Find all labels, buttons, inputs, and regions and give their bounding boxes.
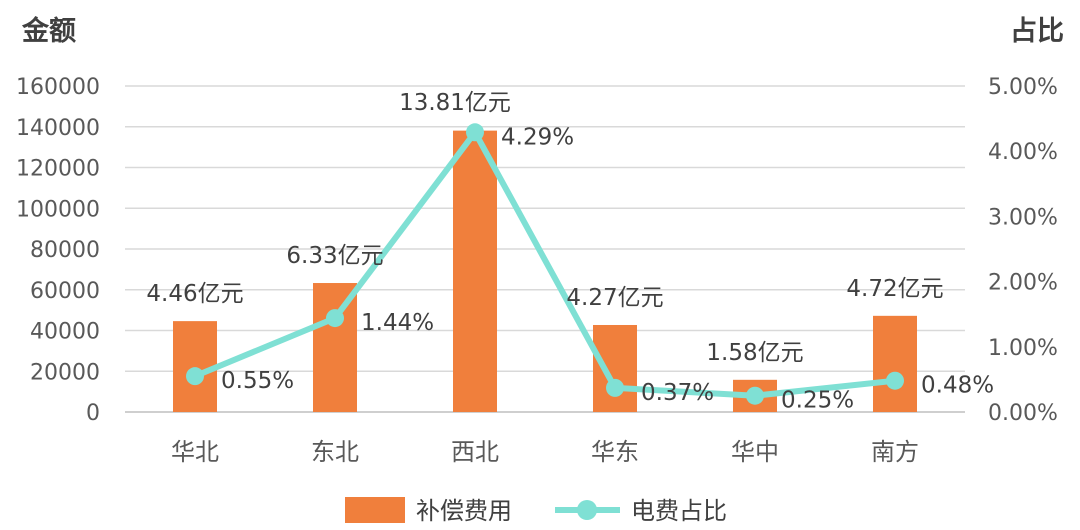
y-right-tick-label: 3.00%: [988, 205, 1058, 230]
gridlines: [125, 85, 965, 413]
legend-bar-swatch: [345, 497, 405, 523]
x-category-label: 南方: [871, 438, 919, 466]
y-left-tick-label: 40000: [30, 320, 100, 345]
y-right-axis-title: 占比: [1010, 16, 1064, 47]
bar: [313, 283, 357, 412]
x-category-label: 华北: [171, 438, 219, 466]
y-left-axis-title: 金额: [21, 15, 76, 47]
line-series: [186, 123, 904, 405]
line-data-label: 0.48%: [921, 373, 994, 399]
legend-bar-label: 补偿费用: [416, 497, 512, 525]
y-right-tick-label: 1.00%: [988, 336, 1058, 361]
legend-line-label: 电费占比: [631, 497, 727, 525]
x-category-label: 东北: [311, 438, 359, 466]
line-path: [193, 129, 896, 399]
bar-data-label: 1.58亿元: [706, 340, 803, 366]
y-left-tick-labels: 0 20000 40000 60000 80000 100000 120000 140000 1…: [16, 75, 100, 426]
bar: [593, 324, 637, 412]
bar-series: [173, 130, 917, 412]
bar: [873, 315, 917, 412]
bar-data-label: 13.81亿元: [399, 90, 511, 116]
y-left-tick-label: 0: [86, 401, 100, 426]
line-data-label: 0.55%: [221, 368, 294, 394]
line-data-label: 0.37%: [641, 380, 714, 406]
y-left-tick-label: 20000: [30, 360, 100, 385]
line-data-labels: 0.55% 1.44% 4.29% 0.37% 0.25% 0.48%: [221, 124, 994, 413]
y-left-tick-label: 100000: [16, 197, 100, 222]
line-marker: [466, 123, 484, 142]
line-marker: [606, 378, 624, 397]
y-left-tick-label: 160000: [16, 75, 100, 100]
line-data-label: 1.44%: [361, 310, 434, 336]
line-data-label: 4.29%: [501, 124, 574, 150]
y-right-tick-label: 0.00%: [988, 401, 1058, 426]
bar: [173, 321, 217, 412]
line-marker: [886, 371, 904, 390]
x-category-label: 西北: [451, 438, 499, 466]
y-left-tick-label: 140000: [16, 116, 100, 141]
x-category-labels: 华北 东北 西北 华东 华中 南方: [171, 438, 919, 466]
bar-data-label: 4.46亿元: [146, 281, 243, 307]
y-left-tick-label: 120000: [16, 157, 100, 182]
y-right-tick-labels: 0.00% 1.00% 2.00% 3.00% 4.00% 5.00%: [988, 75, 1058, 426]
y-right-tick-label: 2.00%: [988, 271, 1058, 296]
line-marker: [326, 309, 344, 328]
bar-data-label: 6.33亿元: [286, 243, 383, 269]
bar-data-labels: 4.46亿元 6.33亿元 13.81亿元 4.27亿元 1.58亿元 4.72亿元: [146, 90, 943, 366]
y-right-tick-label: 5.00%: [988, 75, 1058, 100]
x-category-label: 华中: [731, 438, 779, 466]
y-left-tick-label: 80000: [30, 238, 100, 263]
line-marker: [186, 367, 204, 386]
line-marker: [746, 386, 764, 405]
bar-data-label: 4.72亿元: [846, 276, 943, 302]
bar: [453, 130, 497, 412]
legend-line-marker: [577, 500, 597, 520]
y-left-tick-label: 60000: [30, 279, 100, 304]
y-right-tick-label: 4.00%: [988, 140, 1058, 165]
bar-data-label: 4.27亿元: [566, 285, 663, 311]
x-category-label: 华东: [591, 438, 639, 466]
legend: 补偿费用 电费占比: [345, 497, 727, 525]
line-data-label: 0.25%: [781, 388, 854, 414]
